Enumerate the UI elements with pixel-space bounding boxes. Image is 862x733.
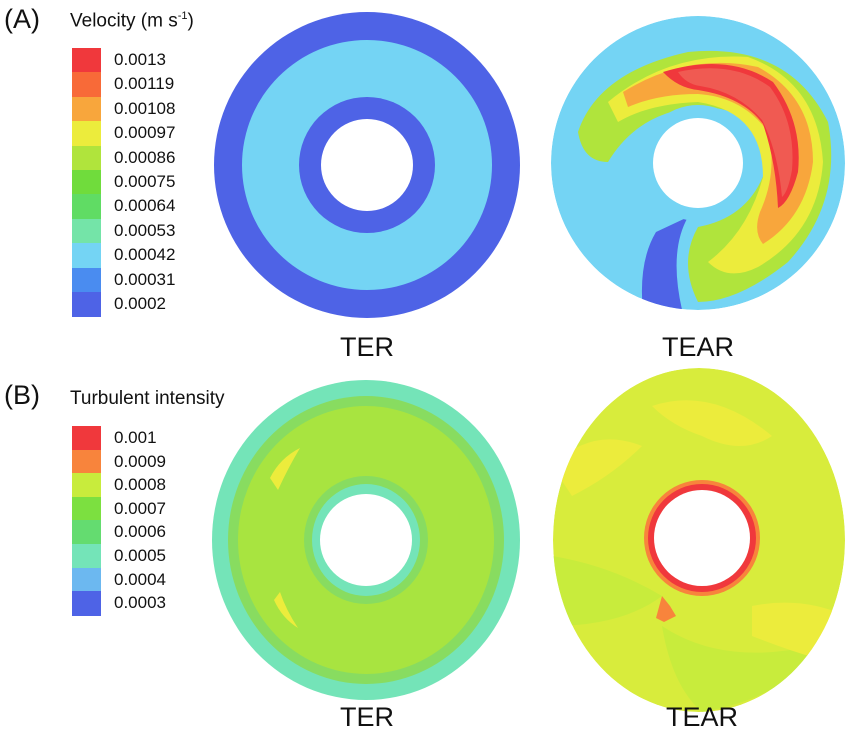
panel-a-legend-label: 0.00119 [114,74,175,94]
panel-b-legend-swatch [72,426,101,451]
panel-a-legend-swatch [72,96,101,123]
panel-b-legend-swatch [72,496,101,522]
panel-a-legend-label: 0.00064 [114,196,176,216]
panel-b-legend-swatch [72,544,101,569]
panel-a-color-legend: 0.0013 0.00119 0.00108 0.00097 0.00086 0.0007… [72,48,222,320]
panel-a-legend-swatch [72,170,101,196]
panel-b-color-legend: 0.001 0.0009 0.0008 0.0007 0.0006 0.0005 0.000… [72,426,222,616]
panel-a-legend-swatch [72,243,101,269]
panel-b-legend-swatch [72,473,101,498]
panel-b-legend-label: 0.0004 [114,569,166,589]
panel-a-ter-velocity-plot [212,10,522,320]
panel-a-letter: (A) [4,4,40,34]
panel-a-legend-label: 0.0002 [114,294,166,313]
panel-a-legend-label: 0.00086 [114,147,176,167]
panel-b-legend-swatch [72,567,101,593]
panel-b-legend-label: 0.0006 [114,522,166,542]
panel-a-legend-swatch [72,72,101,98]
panel-b-legend-label: 0.0008 [114,475,166,495]
panel-b-tear-turbulence-plot [552,366,846,712]
panel-a-legend-label: 0.00053 [114,220,176,240]
panel-b-legend-label: 0.0005 [114,546,166,565]
panel-a-legend-swatch [72,145,101,171]
panel-a-legend-label: 0.00108 [114,98,176,118]
panel-b-legend-label: 0.0007 [114,498,166,518]
panel-a-legend-label: 0.00042 [114,245,176,265]
panel-a-caption-ter: TER [340,332,394,362]
panel-b-legend-swatch [72,520,101,545]
panel-b-letter: (B) [4,380,40,410]
panel-b-caption-ter: TER [340,702,394,732]
ter-hole [321,119,413,211]
panel-a-legend-swatch [72,194,101,220]
panel-a-legend-title: Velocity (m s-1) [70,10,194,32]
panel-b-caption-tear: TEAR [665,702,738,732]
panel-a-legend-swatch [72,121,101,147]
panel-a-legend-swatch [72,292,101,318]
panel-a-legend-label: 0.00031 [114,269,176,289]
panel-a-legend-label: 0.00075 [114,172,176,191]
panel-b-ter-turbulence-plot [210,378,522,702]
panel-b-legend-label: 0.0009 [114,451,166,471]
panel-b-legend-label: 0.0003 [114,593,166,613]
panel-a-legend-swatch [72,267,101,293]
panel-b-legend-title: Turbulent intensity [70,388,225,409]
panel-a-legend-label: 0.0013 [114,50,166,69]
ter-b-hole [320,494,412,586]
panel-a-legend-swatch [72,48,101,74]
panel-a-tear-velocity-plot [548,12,848,314]
panel-b-legend-swatch [72,591,101,616]
panel-b-legend-swatch [72,449,101,475]
panel-a-caption-tear: TEAR [661,332,734,362]
panel-a-legend-label: 0.00097 [114,123,176,143]
panel-a-legend-swatch [72,218,101,245]
panel-b-legend-label: 0.001 [114,428,157,447]
